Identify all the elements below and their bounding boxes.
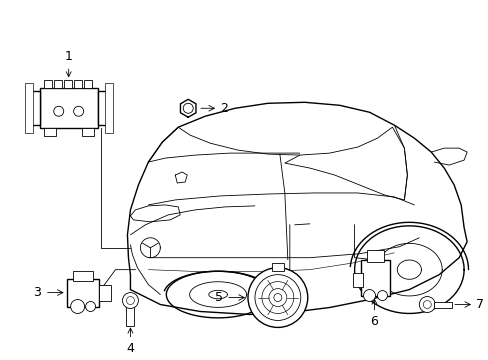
Circle shape xyxy=(122,293,138,309)
Bar xyxy=(433,302,451,307)
Circle shape xyxy=(247,268,307,328)
Text: 3: 3 xyxy=(33,286,41,299)
Bar xyxy=(40,88,98,128)
Bar xyxy=(74,80,81,88)
Text: 2: 2 xyxy=(220,102,227,115)
Text: 6: 6 xyxy=(370,299,378,328)
Bar xyxy=(63,80,72,88)
Circle shape xyxy=(54,106,63,116)
Bar xyxy=(73,271,92,280)
Text: 7: 7 xyxy=(475,298,483,311)
Bar xyxy=(54,80,61,88)
Text: 4: 4 xyxy=(126,328,134,355)
Circle shape xyxy=(423,301,430,309)
Circle shape xyxy=(363,289,375,302)
Bar xyxy=(352,273,362,287)
Circle shape xyxy=(126,297,134,305)
Text: 5: 5 xyxy=(215,291,223,304)
Circle shape xyxy=(183,103,193,113)
Bar xyxy=(98,91,109,125)
Text: 1: 1 xyxy=(64,50,73,77)
Bar xyxy=(366,250,384,262)
Bar xyxy=(83,80,91,88)
Bar xyxy=(104,84,112,133)
Bar xyxy=(271,263,283,271)
Circle shape xyxy=(71,300,84,314)
Bar xyxy=(25,84,33,133)
Bar xyxy=(44,80,52,88)
Circle shape xyxy=(254,275,300,320)
Circle shape xyxy=(74,106,83,116)
Bar xyxy=(66,279,99,306)
Circle shape xyxy=(85,302,95,311)
Bar xyxy=(126,305,134,327)
Bar xyxy=(28,91,40,125)
Circle shape xyxy=(377,291,386,301)
Bar xyxy=(81,128,93,136)
Bar xyxy=(44,128,56,136)
Bar xyxy=(99,285,110,301)
Bar xyxy=(360,260,389,296)
Circle shape xyxy=(419,297,434,312)
